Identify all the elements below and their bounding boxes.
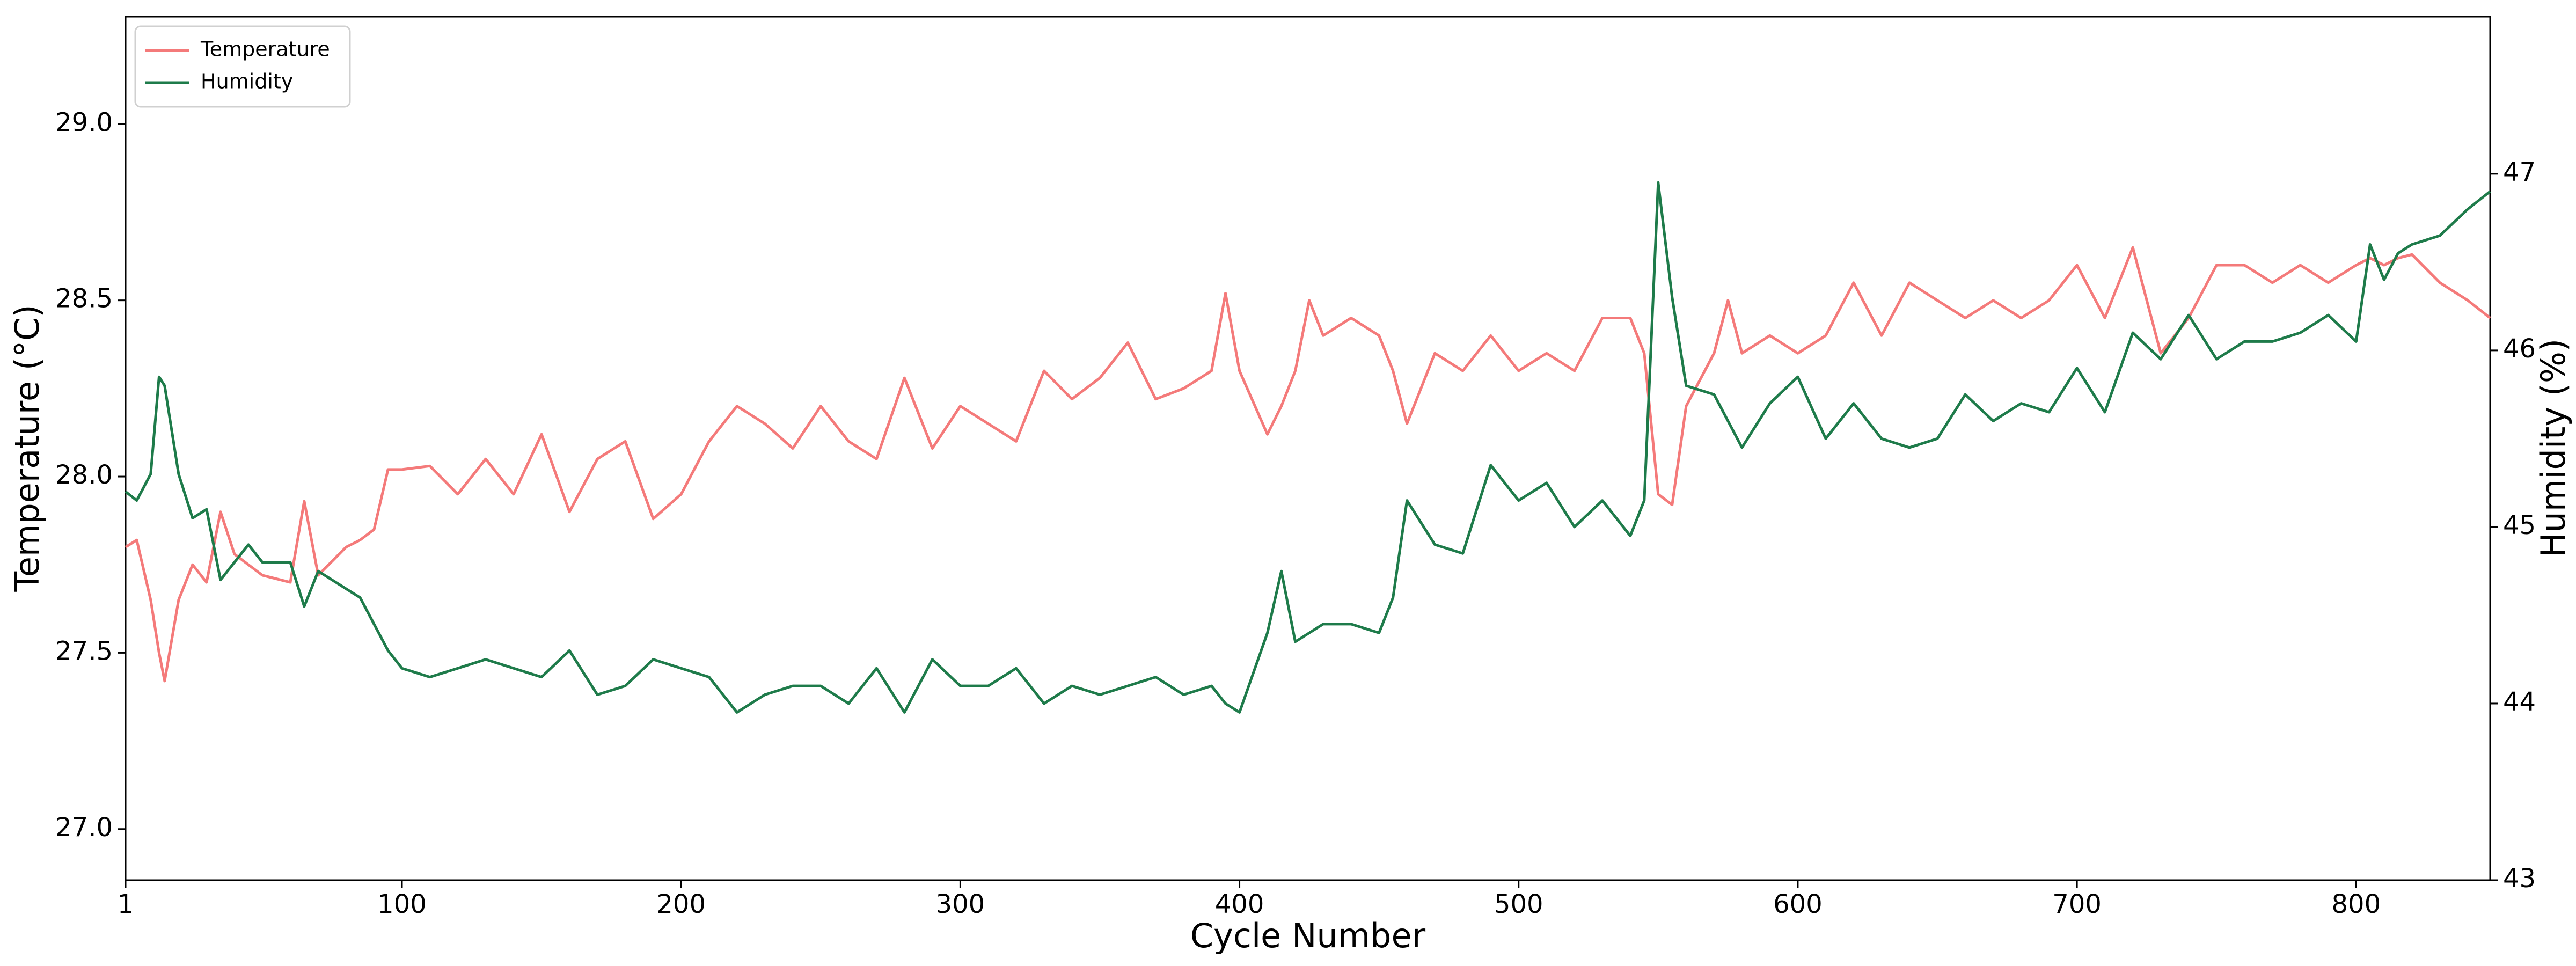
x-tick-label: 500 [1494, 889, 1543, 919]
y2-tick-label: 44 [2503, 687, 2536, 717]
x-tick-label: 800 [2331, 889, 2381, 919]
x-tick-label: 400 [1215, 889, 1264, 919]
y2-tick-label: 47 [2503, 157, 2536, 187]
data-line [125, 181, 2491, 714]
x-tick-label: 100 [377, 889, 427, 919]
y-tick-label: 27.5 [55, 636, 113, 666]
x-axis-label: Cycle Number [1190, 916, 1426, 955]
y2-axis-label: Humidity (%) [2534, 339, 2573, 558]
legend-box [134, 25, 351, 108]
y-tick-label: 29.0 [55, 107, 113, 137]
legend-label: Humidity [201, 70, 293, 93]
x-tick-label: 600 [1773, 889, 1823, 919]
y-axis-label: Temperature (°C) [8, 304, 47, 592]
x-tick-label: 200 [656, 889, 706, 919]
x-tick-label: 700 [2052, 889, 2102, 919]
y-tick-label: 28.5 [55, 284, 113, 314]
y2-tick-label: 46 [2503, 334, 2536, 364]
y2-tick-label: 43 [2503, 863, 2536, 894]
data-line [125, 246, 2491, 683]
legend-label: Temperature [200, 38, 330, 61]
plot-frame [125, 16, 2491, 881]
y-tick-label: 28.0 [55, 460, 113, 490]
x-tick-label: 1 [118, 889, 134, 919]
y2-tick-label: 45 [2503, 510, 2536, 540]
x-tick-label: 300 [936, 889, 985, 919]
y-tick-label: 27.0 [55, 813, 113, 843]
